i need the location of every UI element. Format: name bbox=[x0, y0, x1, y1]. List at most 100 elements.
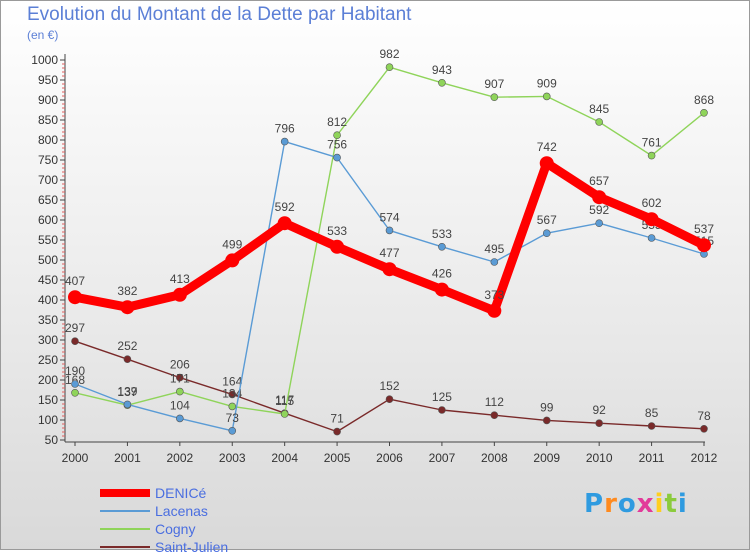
data-label: 477 bbox=[379, 246, 399, 260]
data-label: 78 bbox=[697, 409, 711, 423]
data-point bbox=[333, 153, 341, 162]
data-point bbox=[330, 239, 345, 254]
data-label: 592 bbox=[589, 203, 609, 217]
data-label: 812 bbox=[327, 115, 347, 129]
logo-letter: x bbox=[636, 489, 655, 519]
data-point bbox=[228, 390, 237, 399]
x-tick-label: 2002 bbox=[166, 451, 193, 465]
data-label: 943 bbox=[432, 63, 452, 77]
data-point bbox=[123, 400, 132, 409]
legend-swatch-cogny bbox=[100, 528, 150, 530]
data-label: 73 bbox=[226, 411, 240, 425]
data-label: 499 bbox=[222, 237, 242, 251]
data-label: 152 bbox=[379, 379, 399, 393]
data-point bbox=[71, 388, 79, 397]
data-point bbox=[595, 419, 603, 428]
data-point bbox=[647, 422, 656, 430]
data-label: 125 bbox=[432, 390, 452, 404]
data-label: 907 bbox=[484, 77, 504, 91]
proxiti-logo: Proxiti bbox=[584, 489, 688, 519]
data-point bbox=[539, 156, 554, 171]
data-point bbox=[490, 411, 499, 420]
data-label: 206 bbox=[170, 358, 190, 372]
data-point bbox=[595, 219, 603, 227]
data-point bbox=[71, 337, 79, 346]
data-label: 413 bbox=[170, 272, 190, 286]
y-tick-label: 100 bbox=[38, 413, 58, 427]
legend-label-denice: DENICé bbox=[155, 485, 207, 501]
chart-title: Evolution du Montant de la Dette par Hab… bbox=[27, 4, 412, 25]
y-tick-label: 250 bbox=[38, 353, 58, 367]
chart-subtitle: (en €) bbox=[27, 28, 59, 42]
data-point bbox=[176, 414, 184, 423]
data-label: 139 bbox=[117, 384, 137, 398]
data-point bbox=[385, 395, 394, 404]
data-label: 71 bbox=[330, 412, 344, 426]
data-label: 190 bbox=[65, 364, 85, 378]
data-point bbox=[225, 253, 240, 268]
data-point bbox=[120, 300, 135, 315]
y-tick-label: 700 bbox=[38, 173, 58, 187]
data-point bbox=[490, 258, 499, 266]
data-point bbox=[280, 410, 289, 418]
data-point bbox=[487, 303, 502, 318]
data-label: 533 bbox=[327, 224, 347, 238]
x-tick-label: 2010 bbox=[586, 451, 613, 465]
legend-swatch-denice bbox=[100, 489, 150, 497]
legend-item-lacenas: Lacenas bbox=[100, 502, 320, 520]
y-tick-label: 900 bbox=[38, 93, 58, 107]
logo-letter: t bbox=[664, 489, 678, 519]
y-tick-label: 850 bbox=[38, 113, 58, 127]
data-point bbox=[176, 373, 184, 382]
y-tick-label: 150 bbox=[38, 393, 58, 407]
legend-item-denice: DENICé bbox=[100, 484, 320, 502]
x-tick-label: 2003 bbox=[219, 451, 246, 465]
x-tick-label: 2001 bbox=[114, 451, 141, 465]
y-tick-label: 1000 bbox=[31, 53, 58, 67]
data-point bbox=[647, 151, 656, 160]
data-label: 134 bbox=[222, 386, 242, 400]
data-point bbox=[172, 287, 187, 302]
data-label: 115 bbox=[275, 394, 294, 408]
data-point bbox=[333, 131, 341, 139]
x-tick-label: 2000 bbox=[62, 451, 89, 465]
logo-letter: P bbox=[584, 489, 605, 519]
x-tick-label: 2012 bbox=[691, 451, 718, 465]
legend-label-cogny: Cogny bbox=[155, 521, 196, 537]
data-point bbox=[228, 426, 237, 435]
data-label: 602 bbox=[642, 196, 662, 210]
y-tick-label: 550 bbox=[38, 233, 58, 247]
y-tick-label: 200 bbox=[38, 373, 58, 387]
y-tick-label: 800 bbox=[38, 133, 58, 147]
logo-letter: o bbox=[617, 489, 637, 519]
data-label: 99 bbox=[540, 400, 554, 414]
data-point bbox=[228, 402, 237, 411]
data-point bbox=[385, 226, 394, 235]
x-tick-label: 2007 bbox=[429, 451, 456, 465]
data-point bbox=[280, 137, 289, 146]
data-point bbox=[434, 282, 449, 297]
data-point bbox=[71, 380, 79, 388]
data-point bbox=[592, 190, 607, 205]
data-label: 168 bbox=[65, 373, 85, 387]
data-label: 85 bbox=[645, 406, 659, 420]
data-point bbox=[438, 243, 446, 251]
data-point bbox=[123, 355, 132, 364]
legend-label-lacenas: Lacenas bbox=[155, 503, 208, 519]
y-tick-label: 750 bbox=[38, 153, 58, 167]
data-label: 533 bbox=[432, 227, 452, 241]
data-point bbox=[542, 416, 551, 425]
y-tick-label: 600 bbox=[38, 213, 58, 227]
data-point bbox=[542, 229, 551, 237]
x-tick-label: 2008 bbox=[481, 451, 508, 465]
data-point bbox=[176, 387, 184, 396]
data-label: 845 bbox=[589, 102, 609, 116]
data-point bbox=[490, 93, 499, 101]
data-label: 537 bbox=[694, 222, 714, 236]
data-point bbox=[697, 238, 711, 253]
data-label: 742 bbox=[537, 140, 557, 154]
data-point bbox=[382, 262, 397, 277]
data-label: 868 bbox=[694, 93, 714, 107]
